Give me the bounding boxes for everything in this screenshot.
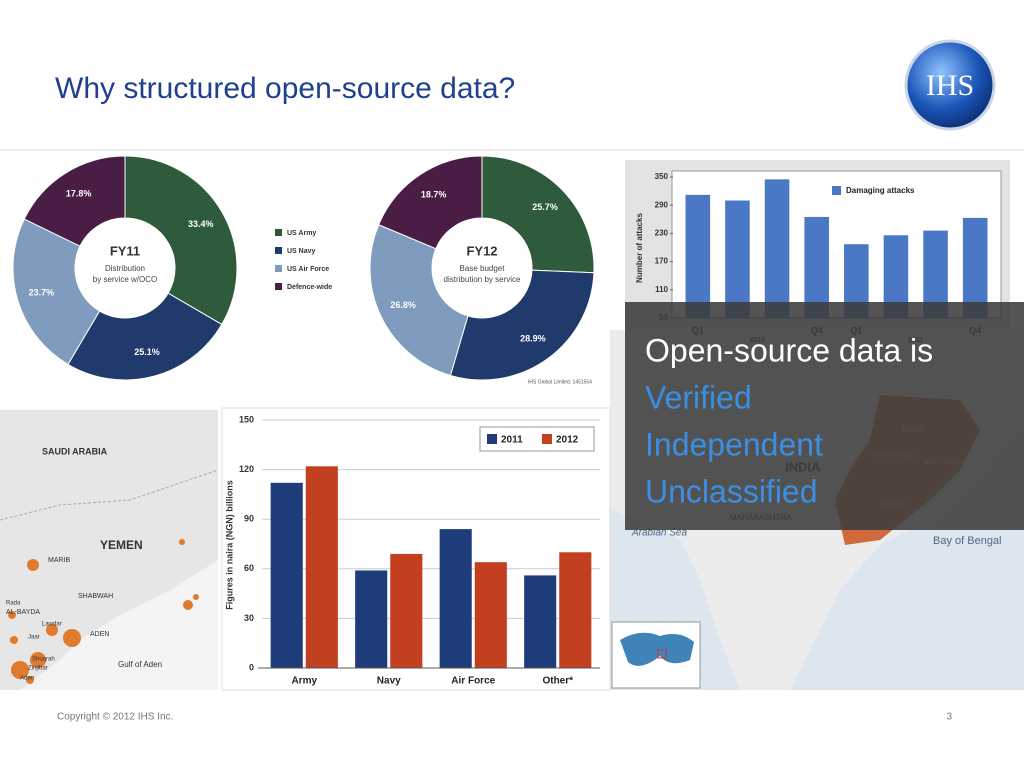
slice-label: 33.4% (188, 219, 214, 229)
pie-hole (75, 218, 175, 318)
y-tick-label: 290 (655, 200, 669, 209)
map-label: Zinjibar (28, 666, 48, 672)
bar (305, 466, 338, 668)
legend-swatch (487, 434, 497, 444)
bar (390, 553, 423, 668)
world (620, 632, 694, 666)
callout-point: Verified (645, 379, 752, 415)
bar (524, 575, 557, 668)
map-label: Shuqrah (32, 657, 55, 663)
legend-label: US Navy (287, 248, 316, 255)
slice-label: 18.7% (421, 190, 447, 200)
copyright: Copyright © 2012 IHS Inc. (57, 712, 173, 723)
legend-label: Defence-wide (287, 284, 332, 291)
bar (764, 179, 790, 318)
map-label: Rada (6, 601, 21, 607)
y-tick-label: 170 (655, 257, 669, 266)
map-label: Arabian Sea (631, 528, 687, 539)
x-tick-label: Air Force (451, 676, 495, 687)
pie-hole (432, 218, 532, 318)
legend-swatch (275, 229, 282, 236)
bar (559, 552, 592, 668)
legend-swatch (832, 186, 841, 195)
slice-label: 26.8% (390, 300, 416, 310)
slice-label: 25.1% (134, 347, 160, 357)
slide-title: Why structured open-source data? (55, 72, 515, 105)
x-tick-label: Navy (377, 676, 401, 687)
map-label: Aden (20, 676, 34, 682)
pie-subtitle: by service w/OCO (93, 275, 157, 284)
callout-heading: Open-source data is (645, 332, 933, 368)
x-tick-label: Army (291, 676, 317, 687)
slice-label: 17.8% (66, 188, 92, 198)
y-tick-label: 0 (249, 662, 254, 672)
legend-swatch (275, 265, 282, 272)
y-tick-label: 150 (239, 414, 254, 424)
bar (685, 194, 711, 318)
map-label: SHABWAH (78, 593, 113, 600)
logo (904, 39, 996, 131)
y-tick-label: 90 (244, 514, 254, 524)
bar (474, 562, 507, 668)
map-label: ADEN (90, 631, 109, 638)
bar (439, 529, 472, 668)
pie-subtitle: Base budget (460, 264, 506, 273)
border (0, 469, 219, 521)
map-label: AL-BAYDA (6, 609, 40, 616)
map-label: Lawdar (42, 622, 62, 628)
pie-title: FY12 (466, 243, 497, 258)
y-tick-label: 230 (655, 229, 669, 238)
legend-label: 2012 (556, 435, 579, 446)
source: IHS Global Limited: 1451554 (528, 379, 592, 385)
markers (8, 539, 199, 684)
legend-label: Damaging attacks (846, 186, 915, 195)
inset-frame (657, 649, 667, 659)
callout-point: Independent (645, 426, 823, 462)
slice-label: 28.9% (520, 333, 546, 343)
legend-swatch (275, 247, 282, 254)
pie-subtitle: distribution by service (444, 275, 521, 284)
legend-swatch (275, 283, 282, 290)
map-label: SAUDI ARABIA (42, 446, 108, 456)
map-label: Jaar (28, 635, 40, 641)
y-tick-label: 120 (239, 464, 254, 474)
bar (804, 216, 829, 318)
y-tick-label: 30 (244, 613, 254, 623)
map-label: MARIB (48, 557, 71, 564)
logo-text: IHS (926, 69, 974, 102)
slice-label: 23.7% (29, 288, 55, 298)
map-label: Gulf of Aden (118, 660, 162, 669)
y-axis-label: Figures in naira (NGN) billions (224, 480, 234, 610)
callout-point: Unclassified (645, 473, 818, 509)
bar (725, 200, 750, 318)
pie-subtitle: Distribution (105, 264, 145, 273)
y-axis-label: Number of attacks (635, 213, 644, 283)
bar (355, 570, 388, 668)
callout-box (625, 302, 1024, 530)
page-number: 3 (946, 712, 952, 723)
y-tick-label: 60 (244, 563, 254, 573)
x-tick-label: Other* (542, 676, 573, 687)
legend-box (479, 426, 595, 452)
y-tick-label: 350 (655, 172, 669, 181)
map-label: YEMEN (100, 538, 143, 552)
legend-swatch (542, 434, 552, 444)
land (0, 410, 218, 690)
slice-label: 25.7% (532, 202, 558, 212)
legend-label: US Air Force (287, 266, 329, 273)
pie-title: FY11 (110, 243, 140, 258)
bar (270, 482, 303, 668)
bar (962, 217, 988, 318)
y-tick-label: 110 (655, 285, 668, 294)
legend-label: US Army (287, 230, 316, 237)
legend-label: 2011 (501, 435, 523, 446)
map-label: Bay of Bengal (933, 535, 1002, 547)
